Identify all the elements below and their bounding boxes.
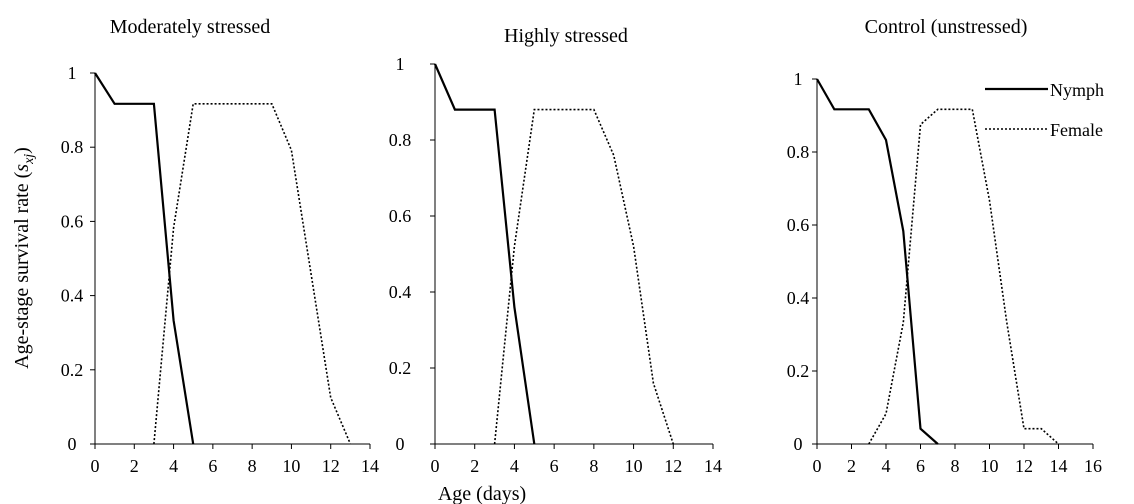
x-tick-label: 12 xyxy=(1015,456,1033,476)
y-tick-label: 0.4 xyxy=(389,282,412,302)
x-tick-label: 12 xyxy=(664,456,682,476)
x-tick-label: 14 xyxy=(1050,456,1068,476)
x-tick-label: 6 xyxy=(550,456,559,476)
y-tick-label: 0.6 xyxy=(787,215,810,235)
series-line-female xyxy=(868,108,1060,445)
y-tick-label: 0.4 xyxy=(61,286,84,306)
y-tick-label: 0.2 xyxy=(787,361,810,381)
x-tick-label: 4 xyxy=(510,456,519,476)
panel-control-unstressed: Control (unstressed)00.20.40.60.810 2 4 6 8 1… xyxy=(787,16,1102,476)
panel-title: Control (unstressed) xyxy=(865,16,1028,38)
y-tick-label: 0.6 xyxy=(61,211,84,231)
y-axis-label-close: ) xyxy=(11,147,33,154)
x-tick-label: 0 xyxy=(431,456,440,476)
y-tick-label: 0.8 xyxy=(787,142,810,162)
x-tick-label: 4 xyxy=(882,456,891,476)
y-tick-label: 0 xyxy=(396,434,405,454)
x-tick-label: 10 xyxy=(625,456,643,476)
x-tick-label: 14 xyxy=(361,456,379,476)
y-tick-label: 0 xyxy=(794,434,803,454)
y-axis-label: Age-stage survival rate (sxj) xyxy=(11,147,37,369)
y-tick-label: 0.2 xyxy=(389,358,412,378)
y-tick-label: 1 xyxy=(68,63,77,83)
panel-title: Moderately stressed xyxy=(110,16,271,38)
x-tick-label: 10 xyxy=(981,456,999,476)
x-tick-label: 4 xyxy=(169,456,178,476)
panel-title: Highly stressed xyxy=(504,25,628,47)
x-tick-label: 0 xyxy=(813,456,822,476)
x-tick-label: 2 xyxy=(847,456,856,476)
x-tick-label: 10 xyxy=(282,456,300,476)
x-tick-label: 6 xyxy=(916,456,925,476)
legend-label-nymph: Nymph xyxy=(1050,80,1104,100)
y-tick-label: 0.2 xyxy=(61,360,84,380)
legend: Nymph Female xyxy=(985,80,1104,140)
x-tick-label: 16 xyxy=(1084,456,1102,476)
x-tick-label: 2 xyxy=(130,456,139,476)
y-tick-label: 1 xyxy=(396,54,405,74)
y-axis-label-text: Age-stage survival rate ( xyxy=(11,171,33,368)
x-tick-label: 6 xyxy=(208,456,217,476)
y-tick-label: 0.4 xyxy=(787,288,810,308)
x-tick-label: 0 xyxy=(91,456,100,476)
y-tick-label: 0.8 xyxy=(61,137,84,157)
x-tick-label: 14 xyxy=(704,456,722,476)
y-tick-label: 1 xyxy=(794,69,803,89)
x-tick-label: 8 xyxy=(951,456,960,476)
series-line-nymph xyxy=(433,63,536,445)
series-line-nymph xyxy=(94,72,195,445)
y-axis-label-subscript: xj xyxy=(22,154,37,165)
legend-label-female: Female xyxy=(1050,120,1103,140)
x-tick-label: 8 xyxy=(248,456,257,476)
y-tick-label: 0.6 xyxy=(389,206,412,226)
y-tick-label: 0.8 xyxy=(389,130,412,150)
x-tick-label: 12 xyxy=(322,456,340,476)
series-line-female xyxy=(153,103,352,445)
series-line-female xyxy=(493,108,675,445)
y-axis-label-variable: s xyxy=(11,164,33,172)
series-line-nymph xyxy=(816,78,939,445)
x-tick-label: 8 xyxy=(589,456,598,476)
y-tick-label: 0 xyxy=(68,434,77,454)
x-axis-label: Age (days) xyxy=(438,483,526,504)
x-tick-label: 2 xyxy=(470,456,479,476)
